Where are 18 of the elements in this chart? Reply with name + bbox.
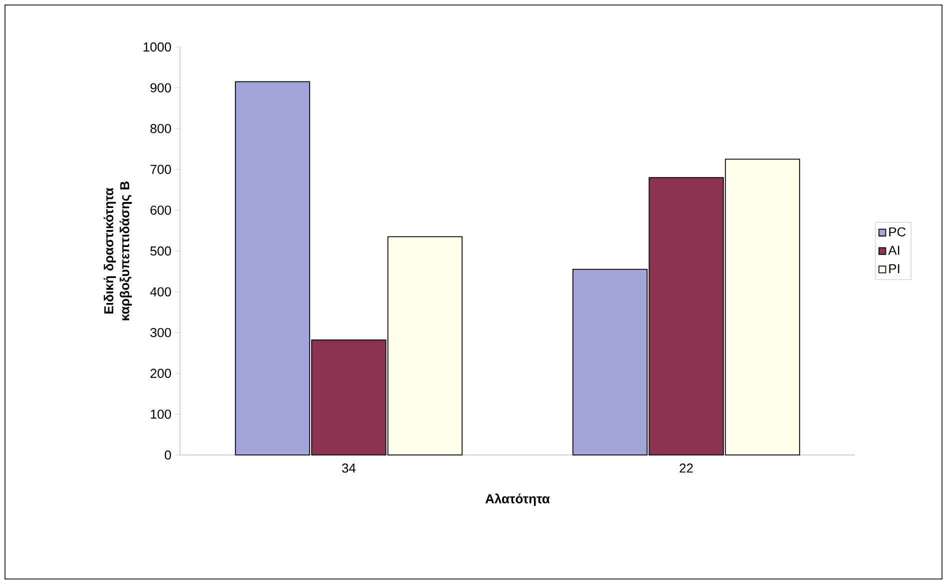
legend-label: PC <box>889 227 906 236</box>
y-tick-label: 800 <box>150 124 171 134</box>
y-tick-label: 100 <box>150 410 171 419</box>
y-tick-label: 0 <box>164 450 171 460</box>
x-axis-title: Αλατότητα <box>485 494 550 506</box>
y-tick-label: 300 <box>150 328 171 338</box>
y-tick-label: 400 <box>150 287 171 296</box>
y-tick-label: 700 <box>150 164 171 174</box>
y-tick-label: 900 <box>150 83 171 92</box>
x-tick-label: 22 <box>680 464 693 473</box>
legend-label: AI <box>888 246 900 255</box>
y-tick-label: 1000 <box>144 42 171 52</box>
y-tick-label: 600 <box>150 206 171 215</box>
x-tick-label: 34 <box>342 464 356 473</box>
legend-label: PI <box>889 264 900 274</box>
y-axis-title: Ειδική δραστικότητα καρβοξυπεπτιδάσης Β <box>104 181 132 320</box>
y-tick-label: 500 <box>150 246 171 256</box>
y-tick-label: 200 <box>150 368 171 378</box>
